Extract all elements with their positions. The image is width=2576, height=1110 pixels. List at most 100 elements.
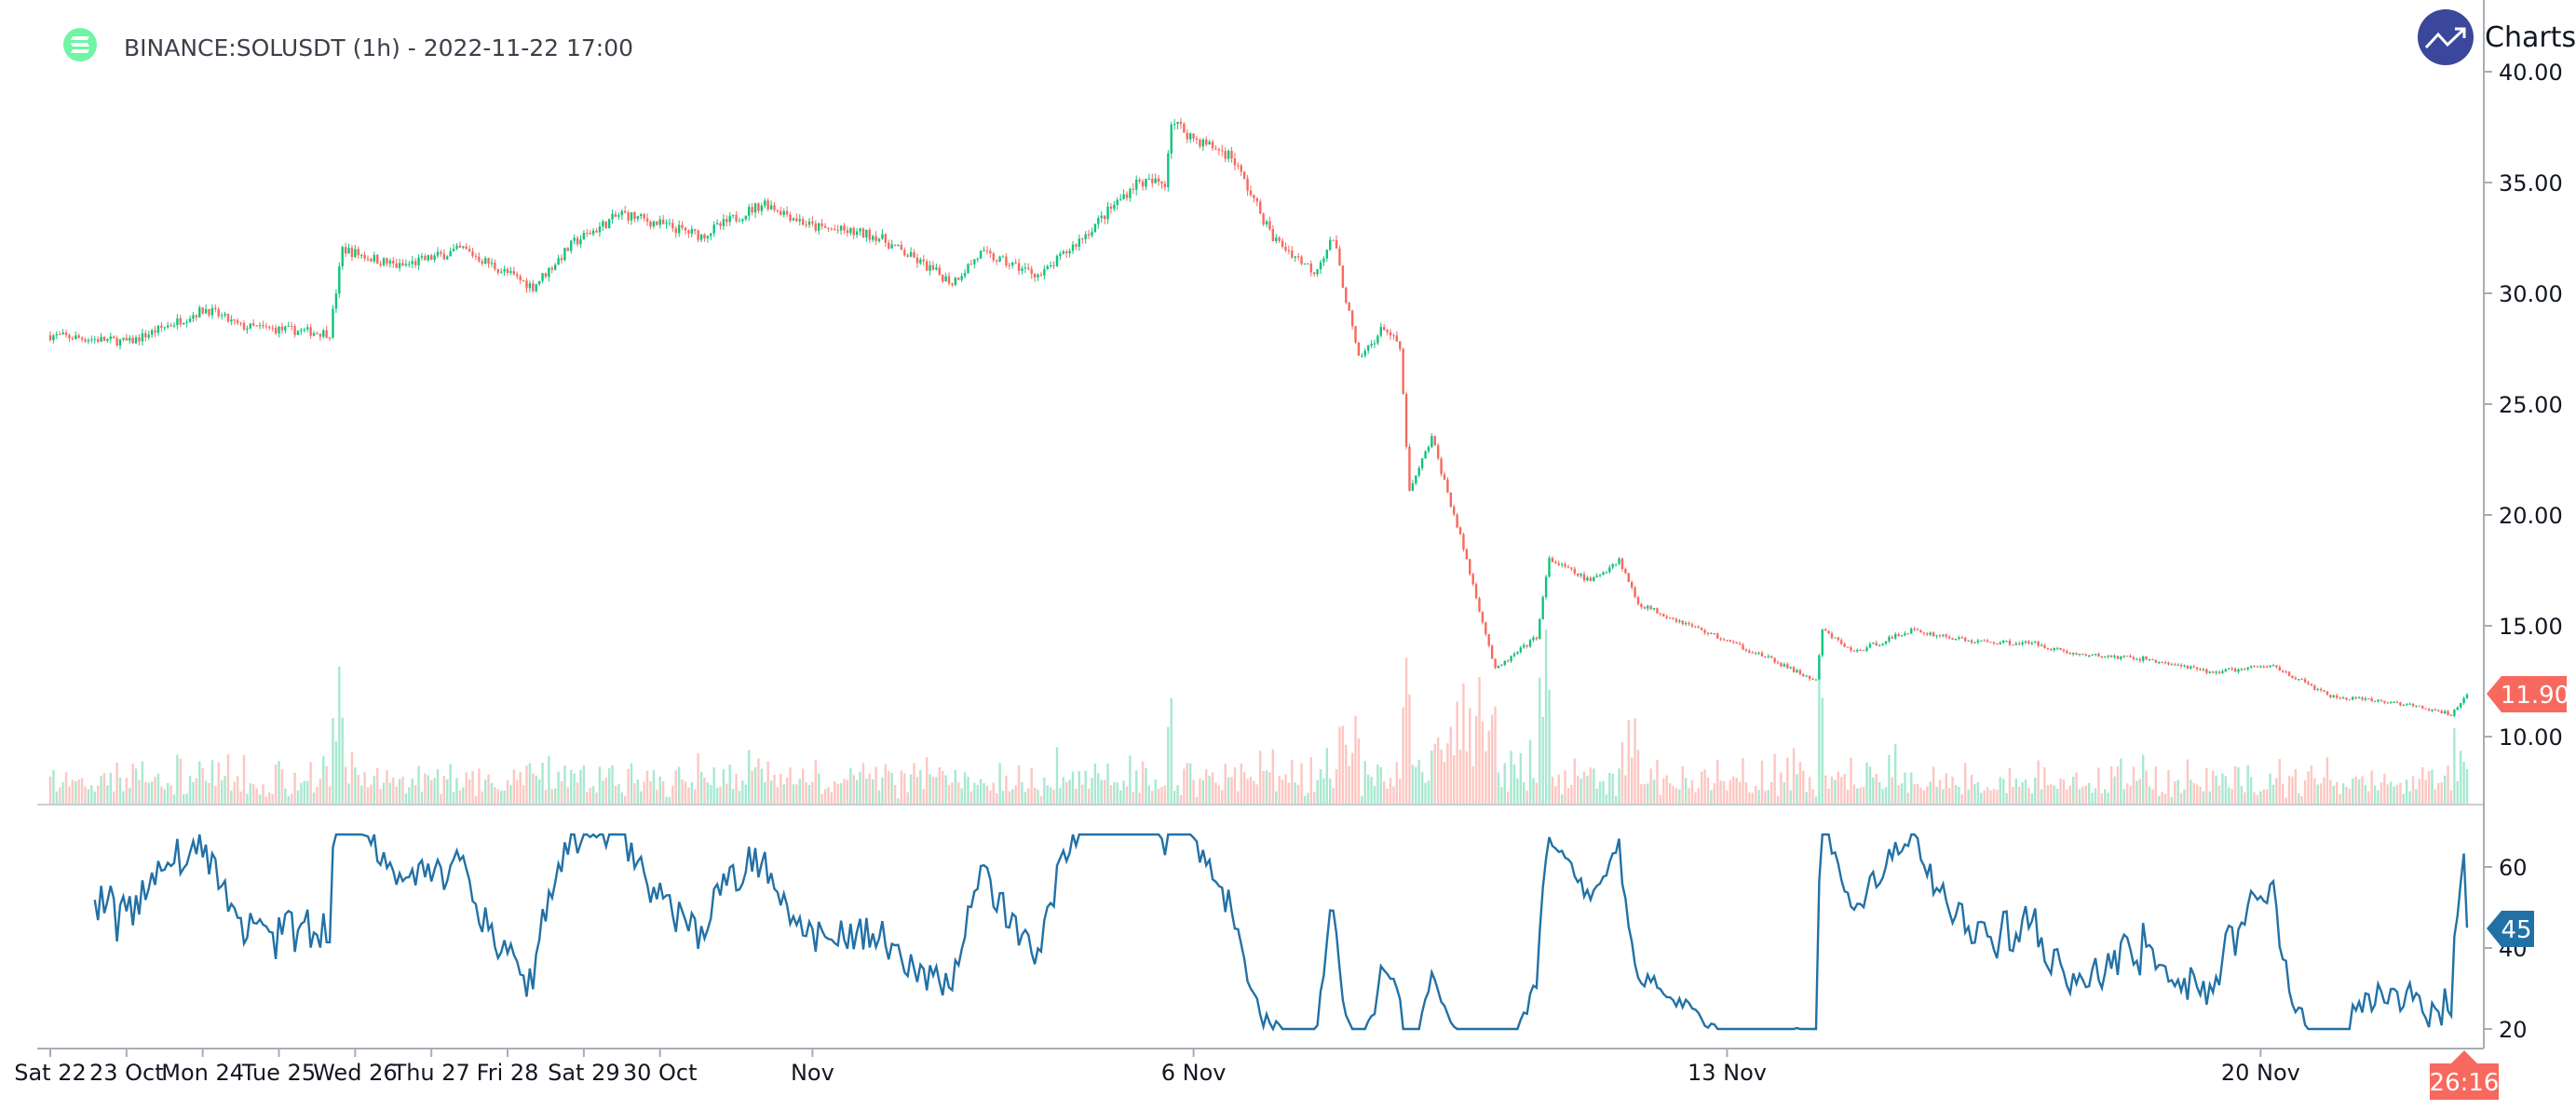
candle-body [2399,702,2402,706]
volume-bar [874,766,877,805]
volume-bar [1242,772,1246,805]
volume-bar [376,768,379,805]
candle-body [188,318,192,322]
price-tick-label: 15.00 [2499,614,2563,640]
volume-bar [598,766,602,805]
candle-body [935,267,938,270]
volume-bar [2192,782,2195,805]
volume-bar [1662,778,1665,805]
candle-body [503,269,506,272]
candle-body [1008,264,1011,266]
volume-bar [1773,753,1776,805]
volume-bar [2179,792,2183,805]
volume-bar [1376,764,1379,805]
volume-bar [440,793,442,805]
candle-body [2050,649,2053,651]
candle-body [1989,642,1992,643]
last-price-label: 11.90 [2487,676,2569,712]
candle-body [1402,348,1404,395]
candle-body [1091,231,1093,236]
candle-body [715,223,719,225]
candle-body [1255,197,1258,202]
time-tick-label: 6 Nov [1161,1060,1227,1086]
volume-bar [1186,763,1188,805]
candle-body [1449,492,1453,508]
volume-bar [1253,780,1255,805]
volume-bar [134,768,138,805]
volume-bar [903,773,906,805]
volume-bar [249,783,252,805]
volume-bar [1188,763,1192,805]
candle-body [2278,667,2282,670]
candle-body [176,318,179,326]
candle-body [204,308,208,314]
candle-body [967,264,969,274]
countdown-marker [2430,1050,2499,1100]
candle-body [1361,355,1363,357]
candle-body [602,221,604,227]
candle-body [1688,623,1690,625]
candle-body [852,227,855,236]
volume-bar [985,785,989,805]
volume-bar [735,773,738,805]
candle-body [1783,664,1786,667]
volume-bar [1052,790,1055,805]
volume-bar [483,779,487,805]
last-price-marker [2487,676,2567,712]
candle-body [278,326,280,334]
time-tick-label: Nov [791,1060,834,1086]
volume-bar [2307,771,2310,805]
volume-bar [144,781,147,805]
candle-body [2097,654,2100,657]
candle-body [643,214,645,219]
candle-body [557,258,560,265]
candle-body [1249,190,1253,196]
volume-bar [2364,784,2367,805]
volume-bar [1544,629,1548,805]
volume-bar [1478,676,1481,805]
brand-text[interactable]: Charts p [2485,21,2576,54]
candle-body [1379,327,1382,336]
candle-body [694,228,697,231]
volume-bar [1811,789,1814,805]
volume-bar [668,796,671,805]
candle-body [1281,240,1284,248]
candle-body [1221,150,1224,152]
trending-up-icon[interactable] [2418,9,2474,65]
volume-bar [411,778,414,805]
candle-body [2043,644,2046,649]
volume-bar [287,795,290,805]
volume-bar [1005,775,1008,805]
volume-bar [1173,791,1176,805]
volume-bar [2453,728,2456,805]
volume-bar [1510,751,1512,805]
volume-bar [2465,769,2469,805]
brand-button[interactable]: Charts p [2418,9,2576,65]
candle-body [537,280,541,285]
volume-bar [1043,777,1046,805]
volume-bar [1910,772,1913,805]
volume-bar [2319,783,2323,805]
volume-bar [2158,795,2161,805]
candle-body [1500,664,1503,666]
candle-body [1167,153,1170,187]
volume-bar [1363,761,1366,805]
volume-bar [2024,779,2027,805]
volume-bar [1471,765,1474,805]
volume-bar [226,754,230,805]
candle-body [1852,650,1856,652]
time-tick-label: Fri 28 [477,1060,539,1086]
volume-bar [395,786,398,805]
candle-body [2246,667,2249,670]
candle-body [2395,701,2399,703]
volume-bar [1605,794,1608,805]
volume-bar [1942,789,1945,805]
candle-body [1456,514,1458,528]
volume-bar [1192,779,1195,805]
volume-bar [2415,789,2418,805]
candle-body [719,223,722,226]
